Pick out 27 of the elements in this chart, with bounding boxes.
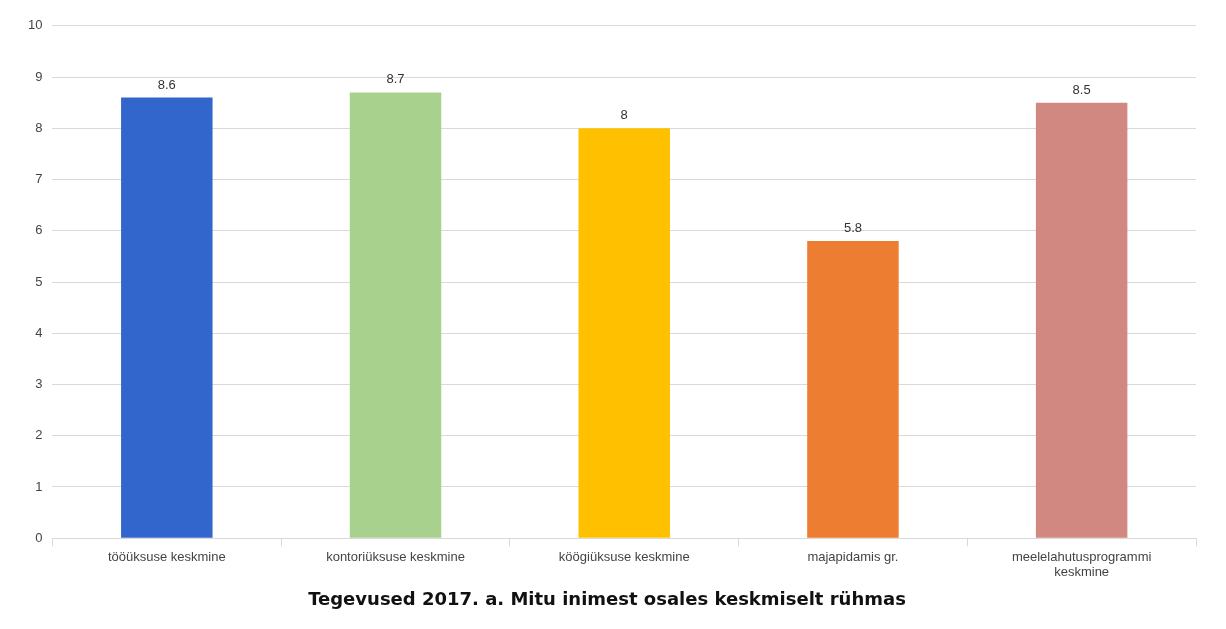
bar (1035, 102, 1128, 538)
y-tick-label: 3 (35, 376, 43, 392)
data-label: 8 (620, 107, 628, 123)
x-tick-label: tööüksuse keskmine (107, 548, 226, 564)
y-tick-label: 0 (35, 529, 43, 545)
x-tick-label: meelelahutusprogrammi keskmine (1011, 548, 1152, 580)
y-tick-label: 4 (35, 324, 43, 340)
bar (807, 241, 899, 538)
x-tick-label: majapidamis gr. (807, 548, 899, 564)
bar (121, 97, 213, 538)
data-label: 5.8 (843, 220, 862, 236)
bar (578, 128, 670, 538)
x-tick-label: köögiüksuse keskmine (558, 548, 690, 564)
y-tick-label: 9 (35, 68, 43, 84)
text: Tegevused 2017. a. Mitu inimest osales keskmiselt rühmas (308, 587, 906, 609)
bar (349, 92, 442, 538)
data-label: 8.5 (1072, 81, 1091, 97)
y-tick-label: 2 (35, 427, 43, 443)
y-tick-label: 1 (35, 478, 43, 494)
y-tick-label: 5 (35, 273, 43, 289)
y-tick-label: 10 (27, 17, 43, 33)
x-tick-label: kontoriüksuse keskmine (326, 548, 465, 564)
y-tick-label: 7 (35, 171, 43, 187)
y-tick-label: 8 (35, 119, 43, 135)
data-label: 8.7 (386, 71, 405, 87)
y-tick-label: 6 (35, 222, 43, 238)
data-label: 8.6 (157, 76, 176, 92)
